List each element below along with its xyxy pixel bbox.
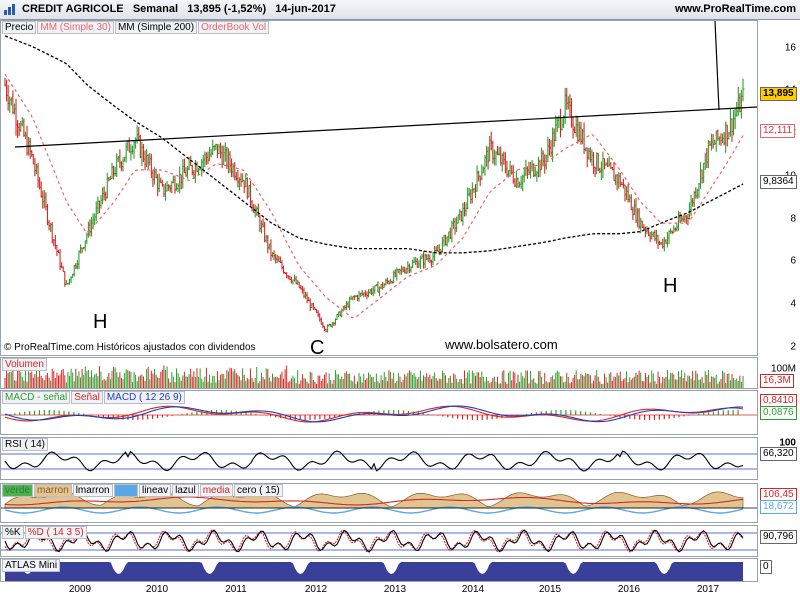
legend-atlas-mini[interactable]: ATLAS Mini	[2, 559, 61, 572]
x-tick-2015: 2015	[538, 584, 562, 595]
rsi-line	[4, 450, 744, 472]
tick-8: 8	[790, 213, 796, 225]
ma30-line	[4, 73, 744, 319]
macd-line	[4, 405, 744, 423]
volume-tick: 100M	[770, 363, 796, 375]
rsi-tick: 100	[779, 437, 796, 449]
macd-signal-label: 0,0876	[760, 406, 797, 420]
price-chart	[4, 21, 757, 333]
atlas-mini-panel[interactable]: ATLAS Mini	[0, 558, 758, 582]
atlas-axis: 106,45 18,672	[758, 483, 800, 523]
x-tick-2016: 2016	[617, 584, 641, 595]
atlas-mini-chart	[5, 562, 743, 581]
stoch-k-line	[4, 529, 744, 553]
macd-panel[interactable]: MACD - señal Señal MACD ( 12 26 9)	[0, 390, 758, 435]
annotation-c: C	[310, 337, 325, 359]
legend-k[interactable]: %K	[2, 526, 24, 539]
rsi-panel[interactable]: RSI ( 14)	[0, 437, 758, 480]
macd-signal-line	[4, 405, 744, 423]
atlas-mini-label: 0	[760, 560, 772, 574]
volume-label: 16,3M	[760, 374, 794, 388]
last-price-label: 13,895	[760, 87, 797, 101]
volume-axis: 100M 16,3M	[758, 357, 800, 389]
legend-orderbook[interactable]: OrderBook Vol	[198, 21, 270, 34]
legend-media[interactable]: media	[199, 484, 233, 497]
ma200-label: 9,8364	[760, 175, 797, 189]
price-legend: Precio MM (Simple 30) MM (Simple 200) Order…	[2, 21, 270, 34]
price-panel[interactable]: Precio MM (Simple 30) MM (Simple 200) Order…	[0, 20, 758, 359]
stoch-axis: 90,796	[758, 525, 800, 557]
stoch-panel[interactable]: %K %D ( 14 3 5)	[0, 525, 758, 557]
legend-azul[interactable]: azul	[113, 484, 138, 497]
tick-6: 6	[790, 255, 796, 267]
legend-marron[interactable]: marron	[34, 484, 72, 497]
legend-lmarron[interactable]: lmarron	[72, 484, 113, 497]
x-tick-2009: 2009	[68, 584, 92, 595]
legend-signal[interactable]: Señal	[71, 391, 103, 404]
rsi-axis: 100 66,320	[758, 437, 800, 480]
legend-cero[interactable]: cero ( 15)	[233, 484, 283, 497]
legend-verde[interactable]: verde	[2, 484, 34, 497]
stoch-label: 90,796	[760, 530, 797, 544]
legend-lineav[interactable]: lineav	[138, 484, 172, 497]
legend-macd-signal[interactable]: MACD - señal	[2, 391, 71, 404]
legend-macd[interactable]: MACD ( 12 26 9)	[103, 391, 185, 404]
watermark: www.bolsatero.com	[445, 337, 558, 352]
volume-chart	[4, 365, 744, 388]
atlas-label-2: 18,672	[760, 500, 797, 514]
tick-16: 16	[784, 42, 796, 54]
legend-ma200[interactable]: MM (Simple 200)	[114, 21, 198, 34]
ma30-label: 12,111	[760, 124, 796, 138]
data-credit: © ProRealTime.com Históricos ajustados c…	[4, 342, 256, 353]
atlas-chart	[1, 491, 757, 514]
atlas-panel[interactable]: verde marron lmarron azul lineav lazul media ce…	[0, 483, 758, 523]
price-axis: 16 14 12 10 8 6 4 2 13,895 12,111 9,8364	[758, 20, 800, 356]
x-tick-2013: 2013	[383, 584, 407, 595]
macd-chart	[1, 405, 757, 423]
tick-4: 4	[790, 298, 796, 310]
ma200-line	[4, 35, 744, 254]
tick-2: 2	[790, 341, 796, 353]
x-tick-2017: 2017	[696, 584, 720, 595]
title-bar: CREDIT AGRICOLE Semanal 13,895 (-1,52%) …	[0, 0, 800, 20]
annotation-h-right: H	[663, 275, 678, 297]
x-tick-2010: 2010	[145, 584, 169, 595]
rsi-label: 66,320	[760, 447, 797, 461]
trend-line	[714, 21, 720, 111]
legend-d[interactable]: %D ( 14 3 5)	[24, 526, 87, 539]
annotation-h-left: H	[93, 311, 108, 333]
neckline	[14, 106, 757, 148]
site-name[interactable]: www.ProRealTime.com	[674, 3, 796, 15]
rsi-chart	[1, 450, 757, 472]
volume-panel[interactable]: Volumen	[0, 357, 758, 389]
macd-axis: 0,8410 0,0876	[758, 390, 800, 435]
chart-title: CREDIT AGRICOLE Semanal 13,895 (-1,52%) …	[22, 3, 336, 15]
stoch-chart	[1, 529, 757, 553]
x-tick-2012: 2012	[304, 584, 328, 595]
legend-rsi[interactable]: RSI ( 14)	[2, 438, 49, 451]
x-tick-2014: 2014	[461, 584, 485, 595]
atlas-media-line	[4, 496, 744, 506]
legend-ma30[interactable]: MM (Simple 30)	[37, 21, 114, 34]
atlas-mini-axis: 0	[758, 558, 800, 582]
legend-price[interactable]: Precio	[2, 21, 37, 34]
legend-volume[interactable]: Volumen	[2, 358, 47, 371]
atlas-mini-area	[5, 562, 743, 581]
x-tick-2011: 2011	[225, 584, 247, 595]
chart-logo-icon	[4, 4, 15, 15]
legend-lazul[interactable]: lazul	[172, 484, 199, 497]
